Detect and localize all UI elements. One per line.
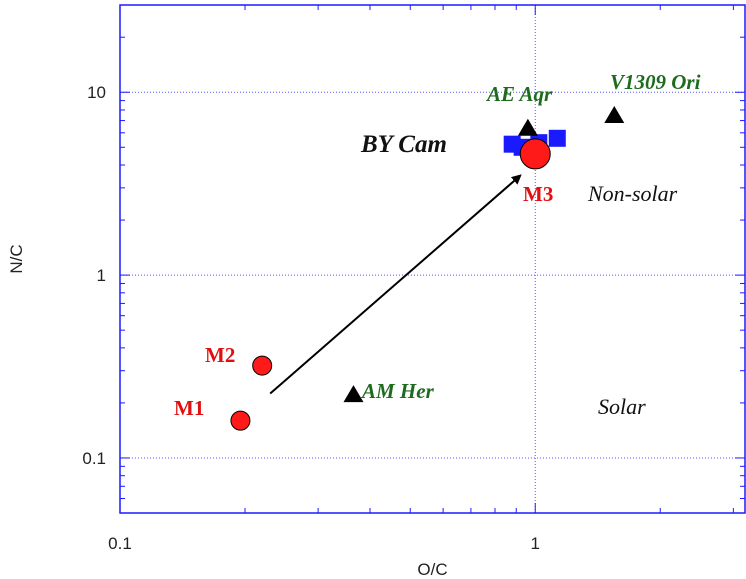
point-am-her: [343, 385, 364, 403]
label-ae-aqr: AE Aqr: [485, 82, 553, 106]
point-v1309-ori: [604, 105, 625, 123]
label-m1: M1: [174, 396, 204, 420]
label-m2: M2: [205, 343, 235, 367]
point-m1: [230, 410, 251, 431]
trend-arrow: [269, 174, 522, 395]
point-by-cam-4: [548, 129, 566, 147]
point-m3: [519, 138, 551, 170]
tick-labels: 0.1 1 0.1 1 10: [82, 83, 540, 553]
point-ae-aqr: [517, 118, 538, 136]
point-m2: [252, 355, 273, 376]
label-non-solar: Non-solar: [587, 181, 678, 206]
tick-marks: [119, 4, 745, 514]
gridlines: [120, 5, 745, 513]
arrow-layer: [269, 174, 522, 395]
x-tick-label: 1: [531, 534, 540, 553]
label-m3: M3: [523, 182, 553, 206]
plot-frame: [119, 4, 746, 514]
label-v1309-ori: V1309 Ori: [610, 70, 701, 94]
y-tick-label: 10: [87, 83, 106, 102]
y-tick-label: 0.1: [82, 449, 106, 468]
y-tick-label: 1: [97, 266, 106, 285]
label-solar: Solar: [598, 394, 646, 419]
x-axis-label: O/C: [417, 560, 447, 579]
y-axis-label: N/C: [7, 244, 26, 273]
label-am-her: AM Her: [360, 379, 435, 403]
label-by-cam: BY Cam: [360, 131, 447, 158]
data-marks: [230, 105, 625, 431]
x-tick-label: 0.1: [108, 534, 132, 553]
